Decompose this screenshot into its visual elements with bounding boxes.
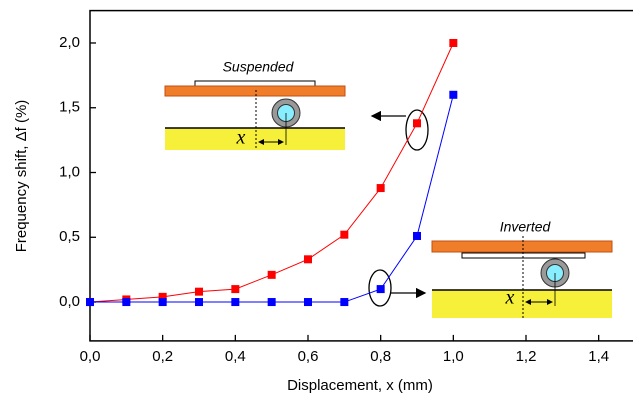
data-point	[449, 38, 458, 47]
y-tick-label: 1,5	[59, 99, 80, 116]
annotation: x	[505, 287, 515, 309]
annotation: Suspended	[223, 59, 295, 75]
data-point	[231, 298, 240, 307]
data-point	[376, 285, 385, 294]
y-tick-label: 2,0	[59, 34, 80, 51]
x-tick-label: 1,0	[443, 348, 464, 365]
data-point	[267, 298, 276, 307]
inverted-inset: Inverted x	[368, 219, 613, 318]
data-point	[231, 285, 240, 294]
x-tick-label: 0,8	[370, 348, 391, 365]
y-tick-label: 0,5	[59, 228, 80, 245]
data-point	[195, 287, 203, 296]
y-tick-label: 1,0	[59, 163, 80, 180]
x-tick-label: 0,0	[80, 348, 101, 365]
data-point	[449, 90, 458, 99]
annotation: Inverted	[500, 219, 552, 235]
data-point	[340, 298, 349, 307]
data-point	[158, 298, 167, 307]
data-point	[158, 292, 167, 301]
x-tick-label: 1,4	[588, 348, 609, 365]
y-axis-title: Frequency shift, Δf (%)	[13, 100, 30, 253]
x-axis-title: Displacement, x (mm)	[287, 377, 433, 394]
data-point	[86, 298, 94, 307]
x-tick-label: 0,4	[225, 348, 246, 365]
x-tick-label: 1,2	[516, 348, 537, 365]
plot-frame	[89, 9, 633, 342]
data-point	[376, 184, 385, 193]
data-point	[195, 298, 203, 307]
data-point	[304, 298, 312, 307]
suspended-inset: Suspended x	[164, 59, 429, 151]
x-tick-label: 0,2	[152, 348, 173, 365]
annotation: x	[236, 127, 246, 149]
data-point	[304, 255, 312, 264]
data-point	[267, 270, 276, 279]
data-point	[340, 230, 349, 239]
y-tick-label: 0,0	[59, 293, 80, 310]
data-point	[122, 298, 131, 307]
x-tick-label: 0,6	[298, 348, 319, 365]
data-point	[413, 119, 421, 128]
data-point	[413, 231, 421, 240]
